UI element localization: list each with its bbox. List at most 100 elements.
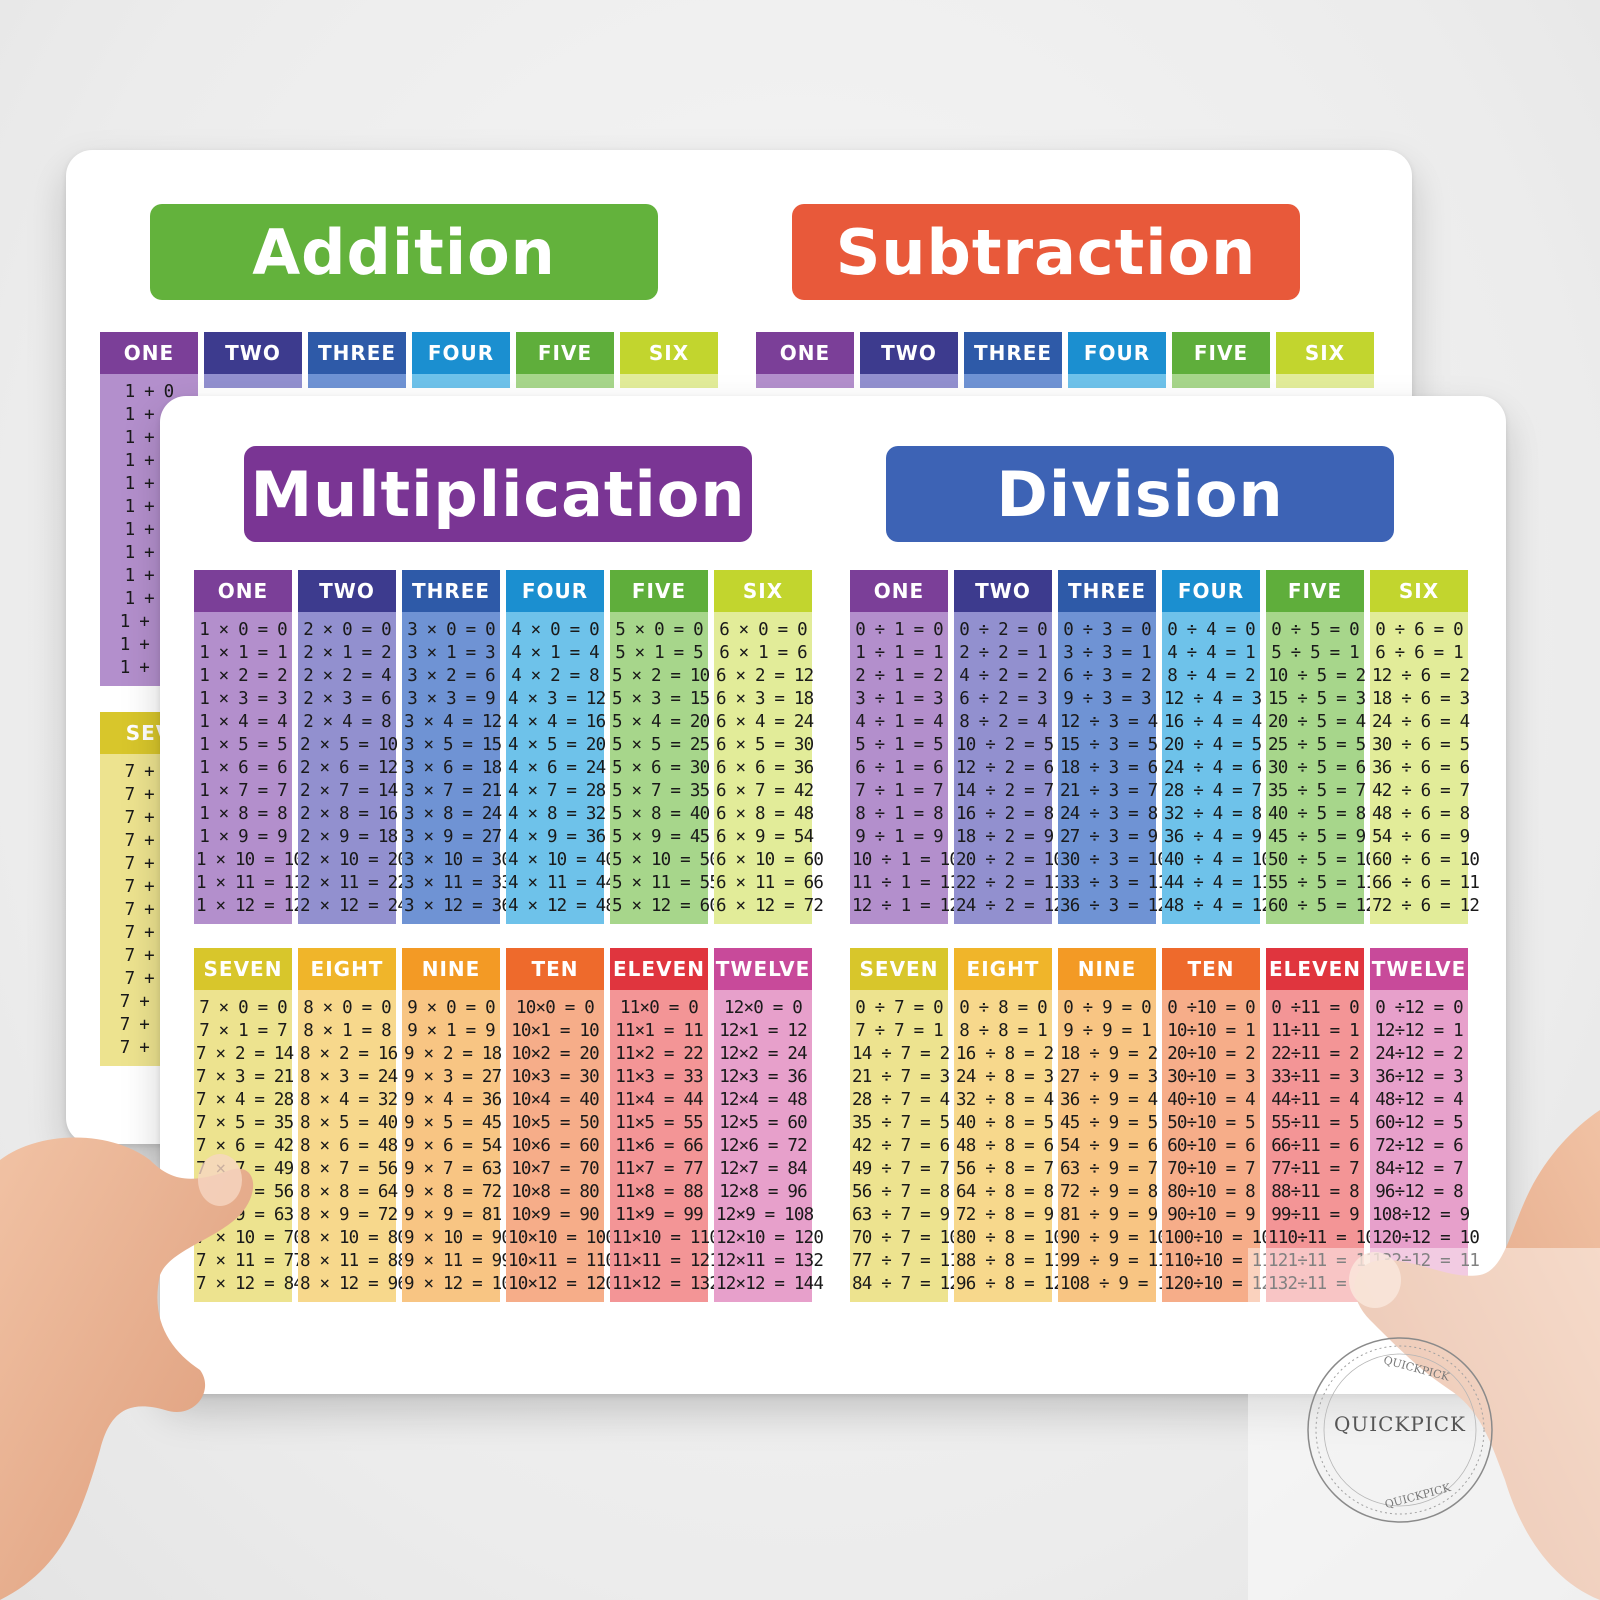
table-row: 12 ÷ 2 = 6 <box>956 758 1054 778</box>
table-row: 60 ÷ 5 = 12 <box>1268 896 1376 916</box>
multiplication-one-header: ONE <box>194 570 292 612</box>
table-row: 9 × 2 = 18 <box>404 1044 502 1064</box>
table-row: 6 ÷ 3 = 2 <box>1063 666 1151 686</box>
subtraction-three-header: THREE <box>964 332 1062 374</box>
table-row: 8 × 2 = 16 <box>300 1044 398 1064</box>
table-row: 33 ÷ 3 = 11 <box>1060 873 1168 893</box>
table-row: 10×11 = 110 <box>508 1251 616 1271</box>
table-row: 4 × 11 = 44 <box>508 873 616 893</box>
table-row: 7 × 10 = 70 <box>196 1228 304 1248</box>
table-row: 9 × 7 = 63 <box>404 1159 502 1179</box>
svg-text:QUICKPICK: QUICKPICK <box>1383 1481 1452 1511</box>
table-row: 40 ÷ 4 = 10 <box>1164 850 1272 870</box>
table-row: 6 ÷ 6 = 1 <box>1375 643 1463 663</box>
table-row: 36 ÷ 4 = 9 <box>1164 827 1262 847</box>
multiplication-ten-header: TEN <box>506 948 604 990</box>
table-row: 1 × 12 = 12 <box>196 896 304 916</box>
table-row: 12×9 = 108 <box>716 1205 814 1225</box>
multiplication-eleven-table: ELEVEN 11×0 = 0 11×1 = 11 11×2 = 22 11×3 = 3… <box>610 948 720 1302</box>
table-row: 15 ÷ 5 = 3 <box>1268 689 1366 709</box>
table-row: 56 ÷ 7 = 8 <box>852 1182 950 1202</box>
subtraction-one-table: ONE <box>756 332 854 388</box>
division-twelve-header: TWELVE <box>1370 948 1468 990</box>
table-row: 12×1 = 12 <box>719 1021 807 1041</box>
table-row: 14 ÷ 2 = 7 <box>956 781 1054 801</box>
table-row: 1 × 7 = 7 <box>199 781 287 801</box>
table-row: 60÷12 = 5 <box>1375 1113 1463 1133</box>
table-row: 9 ÷ 9 = 1 <box>1063 1021 1151 1041</box>
table-row: 99÷11 = 9 <box>1271 1205 1359 1225</box>
table-row: 8 ÷ 8 = 1 <box>959 1021 1047 1041</box>
table-row: 44 ÷ 4 = 11 <box>1164 873 1272 893</box>
table-row: 6 × 10 = 60 <box>716 850 824 870</box>
table-row: 9 × 4 = 36 <box>404 1090 502 1110</box>
subtraction-six-table: SIX <box>1276 332 1374 388</box>
table-row: 11÷11 = 1 <box>1271 1021 1359 1041</box>
table-row: 1 × 8 = 8 <box>199 804 287 824</box>
table-row: 4 × 7 = 28 <box>508 781 606 801</box>
table-row: 1 × 3 = 3 <box>199 689 287 709</box>
multiplication-twelve-table: TWELVE 12×0 = 0 12×1 = 12 12×2 = 24 12×3 = 3… <box>714 948 824 1302</box>
table-row: 4 × 4 = 16 <box>508 712 606 732</box>
table-row: 48 ÷ 8 = 6 <box>956 1136 1054 1156</box>
table-row: 5 × 2 = 10 <box>612 666 710 686</box>
table-row: 6 × 11 = 66 <box>716 873 824 893</box>
division-ten-header: TEN <box>1162 948 1260 990</box>
table-row: 3 × 11 = 33 <box>404 873 512 893</box>
table-row: 2 × 3 = 6 <box>303 689 391 709</box>
table-row: 10 ÷ 2 = 5 <box>956 735 1054 755</box>
table-row: 4 ÷ 2 = 2 <box>959 666 1047 686</box>
subtraction-column-strip <box>1172 374 1270 388</box>
table-row: 18 ÷ 9 = 2 <box>1060 1044 1158 1064</box>
table-row: 108÷12 = 9 <box>1372 1205 1470 1225</box>
table-row: 21 ÷ 3 = 7 <box>1060 781 1158 801</box>
table-row: 4 × 1 = 4 <box>511 643 599 663</box>
table-row: 96÷12 = 8 <box>1375 1182 1463 1202</box>
table-row: 55÷11 = 5 <box>1271 1113 1359 1133</box>
table-row: 8 ÷ 1 = 8 <box>855 804 943 824</box>
table-row: 80÷10 = 8 <box>1167 1182 1255 1202</box>
table-row: 25 ÷ 5 = 5 <box>1268 735 1366 755</box>
table-row: 10×3 = 30 <box>511 1067 599 1087</box>
table-row: 2 × 0 = 0 <box>303 620 391 640</box>
table-row: 5 × 5 = 25 <box>612 735 710 755</box>
table-row: 11×3 = 33 <box>615 1067 703 1087</box>
table-row: 0 ÷ 7 = 0 <box>855 998 943 1018</box>
table-row: 12 ÷ 6 = 2 <box>1372 666 1470 686</box>
table-row: 10×1 = 10 <box>511 1021 599 1041</box>
table-row: 84÷12 = 7 <box>1375 1159 1463 1179</box>
table-row: 5 × 3 = 15 <box>612 689 710 709</box>
table-row: 7 × 8 = 56 <box>196 1182 294 1202</box>
table-row: 35 ÷ 5 = 7 <box>1268 781 1366 801</box>
table-row: 63 ÷ 7 = 9 <box>852 1205 950 1225</box>
table-row: 3 ÷ 3 = 1 <box>1063 643 1151 663</box>
table-row: 7 × 3 = 21 <box>196 1067 294 1087</box>
table-row: 110÷11 = 10 <box>1268 1228 1376 1248</box>
table-row: 64 ÷ 8 = 8 <box>956 1182 1054 1202</box>
table-row: 120÷12 = 10 <box>1372 1228 1480 1248</box>
division-title: Division <box>996 457 1284 531</box>
table-row: 9 × 3 = 27 <box>404 1067 502 1087</box>
subtraction-column-strip <box>1068 374 1166 388</box>
table-row: 120÷10 = 12 <box>1164 1274 1272 1294</box>
quickpick-seal-logo: QUICKPICK QUICKPICK <box>1307 1337 1493 1523</box>
table-row: 8 × 6 = 48 <box>300 1136 398 1156</box>
table-row: 30÷10 = 3 <box>1167 1067 1255 1087</box>
division-six-table: SIX 0 ÷ 6 = 0 6 ÷ 6 = 1 12 ÷ 6 = 2 18 ÷ 6 = … <box>1370 570 1480 924</box>
multiplication-eight-table: EIGHT 8 × 0 = 0 8 × 1 = 8 8 × 2 = 16 8 × 3 =… <box>298 948 408 1302</box>
multiplication-seven-header: SEVEN <box>194 948 292 990</box>
multiplication-seven-table: SEVEN 7 × 0 = 0 7 × 1 = 7 7 × 2 = 14 7 × 3 =… <box>194 948 304 1302</box>
table-row: 96 ÷ 8 = 12 <box>956 1274 1064 1294</box>
table-row: 2 ÷ 2 = 1 <box>959 643 1047 663</box>
table-row: 4 × 3 = 12 <box>508 689 606 709</box>
table-row: 20 ÷ 5 = 4 <box>1268 712 1366 732</box>
table-row: 12÷12 = 1 <box>1375 1021 1463 1041</box>
division-five-header: FIVE <box>1266 570 1364 612</box>
table-row: 121÷11 = 11 <box>1268 1251 1376 1271</box>
table-row: 72 ÷ 9 = 8 <box>1060 1182 1158 1202</box>
table-row: 36 ÷ 9 = 4 <box>1060 1090 1158 1110</box>
table-row: 12×4 = 48 <box>719 1090 807 1110</box>
table-row: 70 ÷ 7 = 10 <box>852 1228 960 1248</box>
table-row: 4 × 5 = 20 <box>508 735 606 755</box>
table-row: 3 × 8 = 24 <box>404 804 502 824</box>
